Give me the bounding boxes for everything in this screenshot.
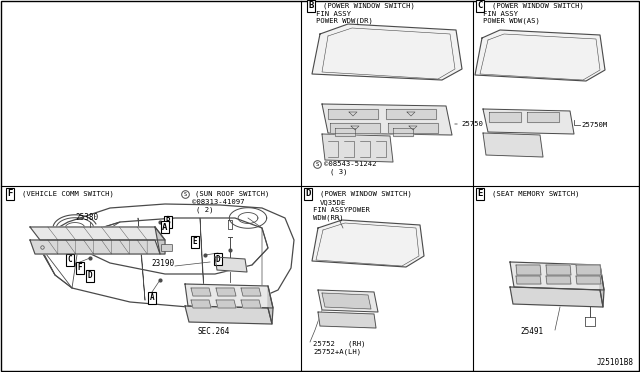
- Text: (POWER WINDOW SWITCH): (POWER WINDOW SWITCH): [492, 3, 584, 9]
- Polygon shape: [516, 276, 541, 284]
- Text: F: F: [77, 263, 83, 273]
- Text: D: D: [88, 272, 92, 280]
- Text: J25101B8: J25101B8: [597, 358, 634, 367]
- Text: ©08313-41097: ©08313-41097: [192, 199, 244, 205]
- Text: E: E: [193, 237, 197, 247]
- Polygon shape: [475, 30, 605, 81]
- Polygon shape: [322, 293, 371, 309]
- Polygon shape: [510, 287, 603, 307]
- Polygon shape: [215, 257, 247, 272]
- Text: A: A: [163, 222, 168, 231]
- Text: 25491: 25491: [520, 327, 543, 336]
- Text: 25752   (RH): 25752 (RH): [313, 341, 365, 347]
- Polygon shape: [30, 227, 165, 240]
- Text: B: B: [166, 218, 170, 227]
- Polygon shape: [241, 288, 261, 296]
- Polygon shape: [489, 112, 521, 122]
- Polygon shape: [393, 128, 413, 136]
- Polygon shape: [191, 288, 211, 296]
- Text: (VEHICLE COMM SWITCH): (VEHICLE COMM SWITCH): [22, 191, 114, 197]
- Text: 25750: 25750: [461, 121, 483, 127]
- Polygon shape: [328, 109, 378, 119]
- Polygon shape: [185, 306, 272, 324]
- Polygon shape: [388, 123, 438, 133]
- Text: POWER WDW(AS): POWER WDW(AS): [483, 18, 540, 24]
- Polygon shape: [318, 312, 376, 328]
- Polygon shape: [576, 265, 601, 275]
- Text: VQ35DE: VQ35DE: [320, 199, 346, 205]
- Text: E: E: [477, 189, 483, 199]
- Text: (POWER WINDOW SWITCH): (POWER WINDOW SWITCH): [323, 3, 415, 9]
- Polygon shape: [30, 240, 160, 254]
- Polygon shape: [483, 109, 574, 134]
- Text: FIN ASSY: FIN ASSY: [483, 11, 518, 17]
- Text: C: C: [477, 1, 483, 10]
- Text: C: C: [68, 256, 72, 264]
- Text: S: S: [316, 161, 319, 167]
- Polygon shape: [322, 134, 393, 162]
- Text: 25752+A(LH): 25752+A(LH): [313, 349, 361, 355]
- Text: S: S: [184, 192, 187, 196]
- Polygon shape: [386, 109, 436, 119]
- Text: FIN ASSY: FIN ASSY: [316, 11, 351, 17]
- Polygon shape: [155, 227, 165, 254]
- Text: 23190: 23190: [152, 259, 175, 268]
- Polygon shape: [322, 104, 452, 135]
- Text: FIN ASSYPOWER: FIN ASSYPOWER: [313, 207, 370, 213]
- Polygon shape: [576, 276, 601, 284]
- Text: B: B: [308, 1, 314, 10]
- Polygon shape: [546, 265, 571, 275]
- Polygon shape: [191, 300, 211, 308]
- Polygon shape: [546, 276, 571, 284]
- Polygon shape: [268, 286, 273, 324]
- Text: (POWER WINDOW SWITCH): (POWER WINDOW SWITCH): [320, 191, 412, 197]
- Text: ©08543-51242: ©08543-51242: [324, 161, 376, 167]
- Polygon shape: [516, 265, 541, 275]
- Polygon shape: [312, 220, 424, 267]
- Polygon shape: [527, 112, 559, 122]
- Polygon shape: [330, 123, 380, 133]
- Text: 25750M: 25750M: [581, 122, 607, 128]
- Polygon shape: [241, 300, 261, 308]
- Text: (SEAT MEMORY SWITCH): (SEAT MEMORY SWITCH): [492, 191, 579, 197]
- Text: (SUN ROOF SWITCH): (SUN ROOF SWITCH): [195, 191, 269, 197]
- Polygon shape: [318, 290, 378, 312]
- Text: POWER WDW(DR): POWER WDW(DR): [316, 18, 373, 24]
- Polygon shape: [483, 133, 543, 157]
- Polygon shape: [216, 300, 236, 308]
- Polygon shape: [510, 262, 604, 290]
- Text: ( 3): ( 3): [330, 169, 348, 175]
- Polygon shape: [600, 265, 604, 307]
- FancyBboxPatch shape: [161, 244, 173, 251]
- Text: 25380: 25380: [75, 213, 98, 222]
- Text: SEC.264: SEC.264: [198, 327, 230, 336]
- Text: F: F: [7, 189, 13, 199]
- Polygon shape: [216, 288, 236, 296]
- Text: D: D: [216, 254, 220, 263]
- Polygon shape: [335, 128, 355, 136]
- Polygon shape: [312, 24, 462, 80]
- Text: D: D: [305, 189, 310, 199]
- Polygon shape: [185, 284, 273, 308]
- Text: ( 2): ( 2): [196, 207, 214, 213]
- Text: A: A: [150, 294, 154, 302]
- Text: WDW(RR): WDW(RR): [313, 215, 344, 221]
